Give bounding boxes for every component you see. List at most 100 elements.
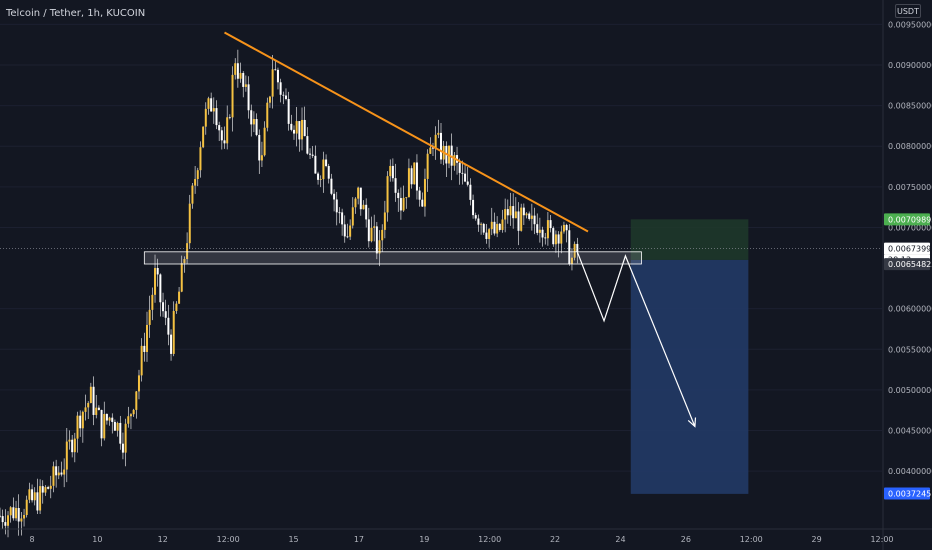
candle-body [57,472,60,476]
candle-body [496,223,499,234]
candle-body [413,162,416,185]
price-axis[interactable]: 0.00950000 0.00900000 0.00850000 0.00800000… [882,0,932,550]
candle-body [349,225,352,237]
current-price-tag-bg [884,242,930,255]
candle-body [4,522,7,526]
candle-body [464,173,467,182]
candle-body [239,72,242,79]
time-tick-label: 29 [812,535,822,544]
entry-price-tag-bg [884,258,930,271]
candle-body [105,414,108,421]
candle-body [440,132,442,160]
candle-body [437,132,440,135]
profit-zone [630,219,749,260]
candle-body [573,243,576,258]
candle-body [394,178,397,193]
candle-body [354,198,357,208]
candle-body [351,207,354,226]
candle-body [399,198,402,211]
candle-body [397,192,400,199]
price-tick-label: 0.00950000 [888,20,932,29]
candle-body [250,110,253,125]
candle-body [530,215,533,219]
candle-body [244,84,247,87]
candle-body [103,414,106,439]
candle-body [362,204,365,210]
candle-body [453,155,456,166]
time-tick-label: 12:00 [478,535,501,544]
candle-body [271,69,274,97]
time-tick-label: 10 [92,535,102,544]
candle-body [121,443,124,453]
candle-body [204,108,207,127]
candle-body [31,489,34,501]
time-axis[interactable]: 8 10 12 12:00 15 17 19 12:00 22 24 26 12:00 29 12:00 [0,528,932,544]
candle-body [95,407,98,415]
candle-body [162,302,165,312]
candle-body [298,121,301,140]
candle-body [97,407,100,410]
candle-body [148,309,151,325]
candle-body [223,140,226,144]
candle-body [501,219,504,230]
candle-body [533,215,536,225]
candle-body [375,226,378,254]
candle-body [493,221,496,234]
candle-body [124,423,127,453]
candle-body [557,234,560,244]
candle-body [87,402,90,408]
candle-body [541,229,544,238]
time-tick-label: 12:00 [870,535,893,544]
candle-body [434,134,437,149]
candle-body [175,303,178,311]
candle-body [199,147,202,171]
candle-body [341,212,344,225]
candle-body [188,203,191,244]
candle-body [65,441,68,470]
projection-path [576,251,696,427]
price-tick-label: 0.00600000 [888,305,932,314]
candle-body [536,224,539,233]
candle-body [258,134,261,161]
candle-body [159,274,162,303]
candle-body [81,411,84,429]
candle-body [549,220,552,229]
candle-body [514,211,517,219]
candle-body [210,98,213,112]
candle-body [183,259,186,264]
candle-body [290,123,293,130]
currency-unit-badge[interactable]: USDT [895,4,921,18]
candle-body [215,108,218,126]
candle-body [330,178,333,194]
candle-body [554,234,557,245]
candle-body [488,229,491,239]
candle-body [194,179,197,186]
candle-body [391,165,394,179]
price-tick-label: 0.00700000 [888,223,932,232]
candle-body [506,209,509,216]
candle-body [202,126,205,148]
time-tick-label: 26 [681,535,691,544]
candle-body [266,102,269,128]
support-box [143,251,642,265]
candle-body [407,168,410,198]
candle-body [311,154,314,156]
candle-body [421,199,424,207]
candle-body [317,173,320,180]
candle-body [338,212,341,214]
candle-body [12,507,15,519]
candle-body [309,153,312,155]
candle-body [68,439,71,442]
candle-body [378,240,381,254]
current-price-tag: 0.00673999 [888,245,932,254]
candle-body [327,166,330,179]
candle-body [346,236,349,238]
candle-body [52,466,55,486]
candle-body [423,178,426,207]
candle-body [325,159,328,167]
candle-body [306,136,309,154]
time-tick-label: 8 [29,535,34,544]
candle-body [509,206,512,216]
candle-body [17,508,20,522]
